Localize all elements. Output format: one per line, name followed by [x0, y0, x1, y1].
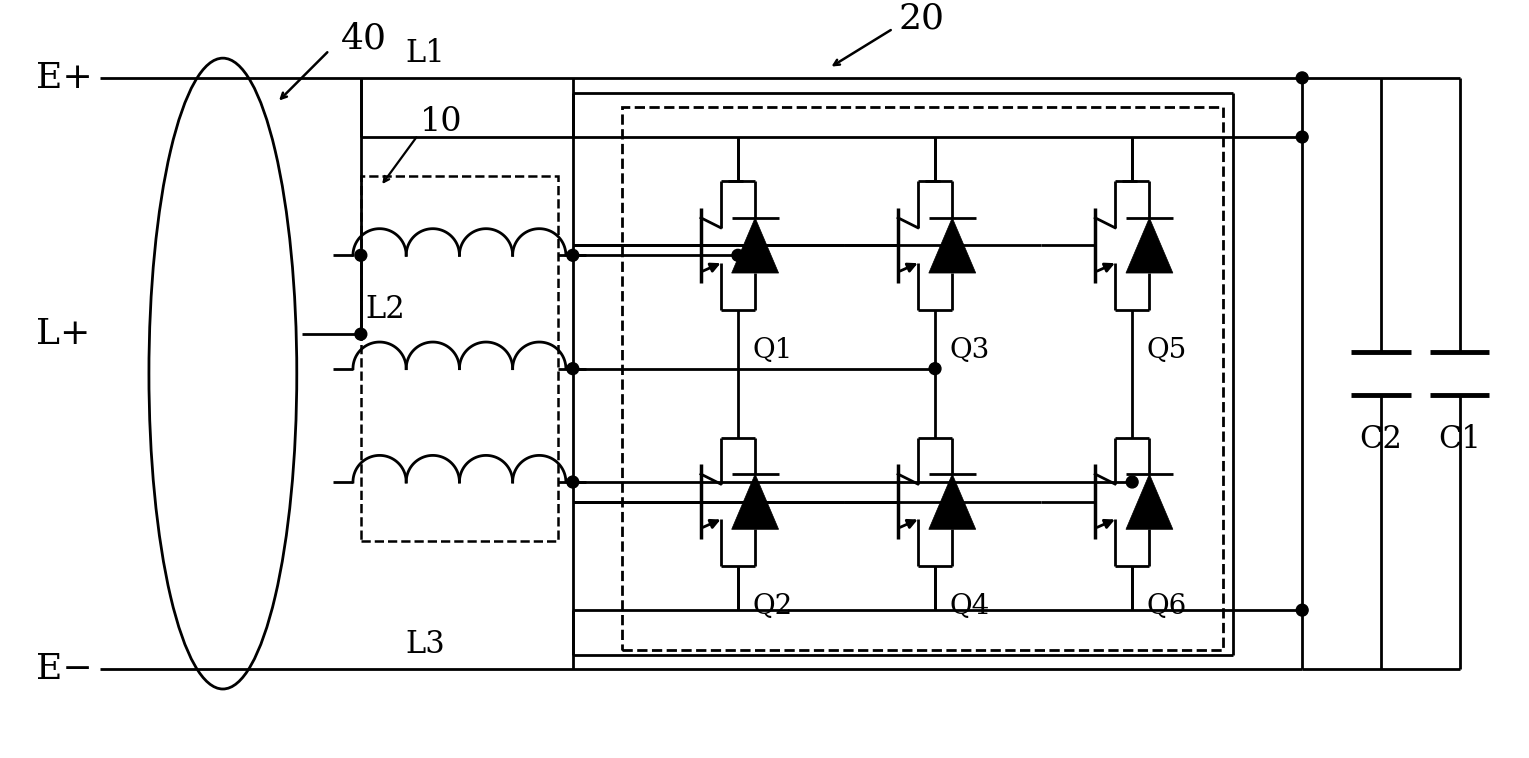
Text: C2: C2	[1359, 424, 1402, 455]
Circle shape	[355, 328, 367, 340]
Circle shape	[732, 249, 743, 262]
Text: Q2: Q2	[752, 594, 794, 620]
Circle shape	[1297, 131, 1309, 143]
Text: Q5: Q5	[1147, 337, 1187, 364]
Circle shape	[567, 476, 578, 488]
Circle shape	[567, 363, 578, 374]
Circle shape	[567, 249, 578, 262]
Text: Q6: Q6	[1147, 594, 1187, 620]
Circle shape	[1297, 604, 1309, 616]
Circle shape	[930, 363, 940, 374]
Text: C1: C1	[1439, 424, 1482, 455]
Polygon shape	[732, 474, 778, 529]
Bar	[622, 108, 1223, 650]
Circle shape	[1297, 72, 1309, 84]
Text: L1: L1	[405, 38, 445, 69]
Text: Q1: Q1	[752, 337, 794, 364]
Polygon shape	[928, 218, 976, 273]
Text: L2: L2	[365, 294, 405, 325]
Text: Q4: Q4	[950, 594, 991, 620]
Circle shape	[1127, 476, 1138, 488]
Text: 20: 20	[898, 2, 943, 36]
Polygon shape	[1125, 474, 1173, 529]
Text: Q3: Q3	[950, 337, 991, 364]
Text: L+: L+	[35, 317, 90, 351]
Polygon shape	[732, 218, 778, 273]
Text: E+: E+	[35, 61, 92, 95]
Circle shape	[355, 249, 367, 262]
Bar	[361, 177, 558, 541]
Polygon shape	[1125, 218, 1173, 273]
Text: 40: 40	[341, 21, 387, 55]
Text: E−: E−	[35, 653, 92, 686]
Text: L3: L3	[405, 629, 445, 660]
Text: 10: 10	[420, 106, 463, 138]
Polygon shape	[928, 474, 976, 529]
